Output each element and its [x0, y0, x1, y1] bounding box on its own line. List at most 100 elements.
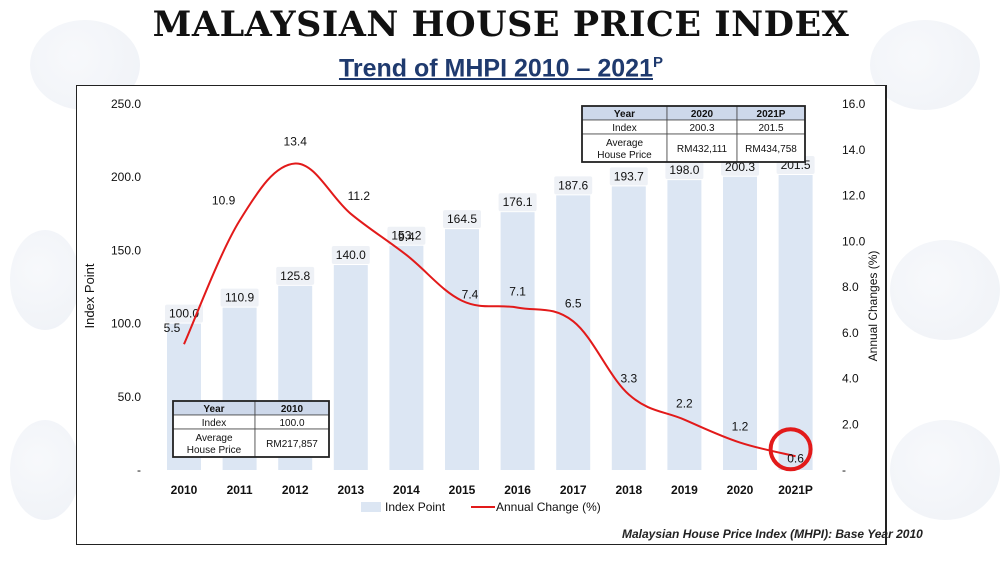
x-tick-label: 2021P [778, 483, 813, 497]
y-tick-label: 50.0 [118, 390, 142, 404]
line-value-label: 9.4 [398, 230, 415, 244]
bar-value-label: 193.7 [609, 167, 648, 186]
x-tick-label: 2011 [227, 483, 253, 497]
svg-text:Year: Year [203, 404, 224, 415]
svg-text:Index: Index [202, 418, 226, 429]
bar-2016 [500, 212, 535, 470]
line-value-label: 13.4 [284, 134, 308, 148]
line-value-label: 10.9 [212, 194, 236, 208]
svg-text:110.9: 110.9 [225, 291, 254, 305]
x-tick-label: 2013 [337, 483, 364, 497]
bar-value-label: 100.0 [165, 304, 203, 323]
line-value-label: 0.6 [787, 451, 804, 465]
line-value-label: 3.3 [620, 372, 637, 386]
svg-text:198.0: 198.0 [669, 163, 699, 177]
background-watermark [10, 420, 80, 520]
x-tick-label: 2015 [449, 483, 476, 497]
y-tick-label: 250.0 [111, 97, 141, 111]
y-tick-label: 200.0 [111, 170, 141, 184]
bar-2014 [389, 245, 424, 470]
svg-text:140.0: 140.0 [336, 248, 366, 262]
line-value-label: 11.2 [348, 189, 371, 203]
svg-text:125.8: 125.8 [280, 269, 310, 283]
line-value-label: 1.2 [732, 420, 749, 434]
background-watermark [890, 420, 1000, 520]
y2-tick-label: 10.0 [842, 234, 866, 248]
y-axis-label: Index Point [82, 263, 97, 328]
x-tick-label: 2017 [560, 483, 587, 497]
svg-text:House Price: House Price [187, 445, 242, 456]
svg-text:Index Point: Index Point [385, 500, 446, 514]
svg-text:100.0: 100.0 [169, 307, 199, 321]
page-subtitle: Trend of MHPI 2010 – 2021P [0, 54, 1002, 83]
line-value-label: 5.5 [164, 321, 181, 335]
bar-2018 [611, 186, 646, 470]
y2-tick-label: 12.0 [842, 189, 866, 203]
svg-text:2020: 2020 [691, 109, 714, 120]
bar-value-label: 198.0 [665, 161, 704, 180]
x-tick-label: 2014 [393, 483, 420, 497]
x-tick-label: 2012 [282, 483, 309, 497]
y-tick-label: 150.0 [111, 243, 141, 257]
bar-2021P [778, 175, 813, 470]
y2-tick-label: 14.0 [842, 143, 866, 157]
x-tick-label: 2016 [504, 483, 531, 497]
svg-text:RM434,758: RM434,758 [745, 144, 797, 155]
y2-tick-label: 16.0 [842, 97, 866, 111]
svg-text:House Price: House Price [597, 150, 652, 161]
svg-text:201.5: 201.5 [758, 123, 783, 134]
svg-text:RM217,857: RM217,857 [266, 439, 318, 450]
y-tick-label: - [137, 463, 141, 477]
svg-text:187.6: 187.6 [558, 178, 588, 192]
bar-value-label: 153.2 [387, 226, 426, 245]
svg-text:Average: Average [606, 138, 644, 149]
x-tick-label: 2018 [615, 483, 642, 497]
bar-value-label: 140.0 [331, 246, 370, 265]
y2-tick-label: 4.0 [842, 372, 859, 386]
bar-value-label: 176.1 [498, 193, 537, 212]
y2-tick-label: 2.0 [842, 417, 859, 431]
background-watermark [890, 240, 1000, 340]
bar-2019 [667, 180, 702, 470]
x-tick-label: 2020 [727, 483, 754, 497]
svg-text:153.2: 153.2 [391, 229, 421, 243]
bar-value-label: 187.6 [554, 176, 593, 195]
svg-text:RM432,111: RM432,111 [677, 144, 728, 155]
y2-tick-label: - [842, 463, 846, 477]
legend-item-annual-change: Annual Change (%) [471, 500, 601, 514]
y2-tick-label: 6.0 [842, 326, 859, 340]
svg-text:2010: 2010 [281, 404, 304, 415]
background-watermark [870, 20, 980, 110]
line-value-label: 2.2 [676, 397, 693, 411]
svg-text:164.5: 164.5 [447, 212, 477, 226]
svg-text:Year: Year [614, 109, 635, 120]
footnote: Malaysian House Price Index (MHPI): Base… [622, 527, 923, 541]
subtitle-text: Trend of MHPI 2010 – 2021 [338, 54, 653, 83]
svg-text:Index: Index [612, 123, 636, 134]
y2-axis-label: Annual Changes (%) [866, 251, 880, 362]
svg-text:Average: Average [195, 433, 233, 444]
chart-frame: 100.0 110.9 125.8 140.0 153.2 164.5 176.1 187.6… [76, 85, 887, 545]
chart: 100.0 110.9 125.8 140.0 153.2 164.5 176.1 187.6… [82, 97, 880, 514]
svg-text:2021P: 2021P [757, 109, 786, 120]
line-value-label: 6.5 [565, 296, 582, 310]
background-watermark [10, 230, 80, 330]
bar-value-label: 164.5 [443, 210, 481, 229]
bar-2013 [333, 265, 368, 470]
svg-text:200.3: 200.3 [725, 160, 755, 174]
x-tick-label: 2010 [171, 483, 198, 497]
line-value-label: 7.4 [462, 288, 479, 302]
data-table-top-right: Year 2020 2021P Index 200.3 201.5 AverageHouse… [581, 105, 806, 163]
highlight-circle [768, 427, 813, 472]
svg-text:200.3: 200.3 [689, 123, 714, 134]
annual-change-line [183, 162, 796, 458]
line-value-label: 7.1 [509, 285, 526, 299]
page-title: MALAYSIAN HOUSE PRICE INDEX [152, 4, 850, 45]
bar-2015 [445, 229, 479, 470]
bar-value-label: 110.9 [220, 288, 259, 307]
legend-item-index-point: Index Point [361, 500, 446, 514]
svg-text:Annual Change (%): Annual Change (%) [496, 500, 601, 514]
y2-tick-label: 8.0 [842, 280, 859, 294]
svg-text:100.0: 100.0 [279, 418, 304, 429]
